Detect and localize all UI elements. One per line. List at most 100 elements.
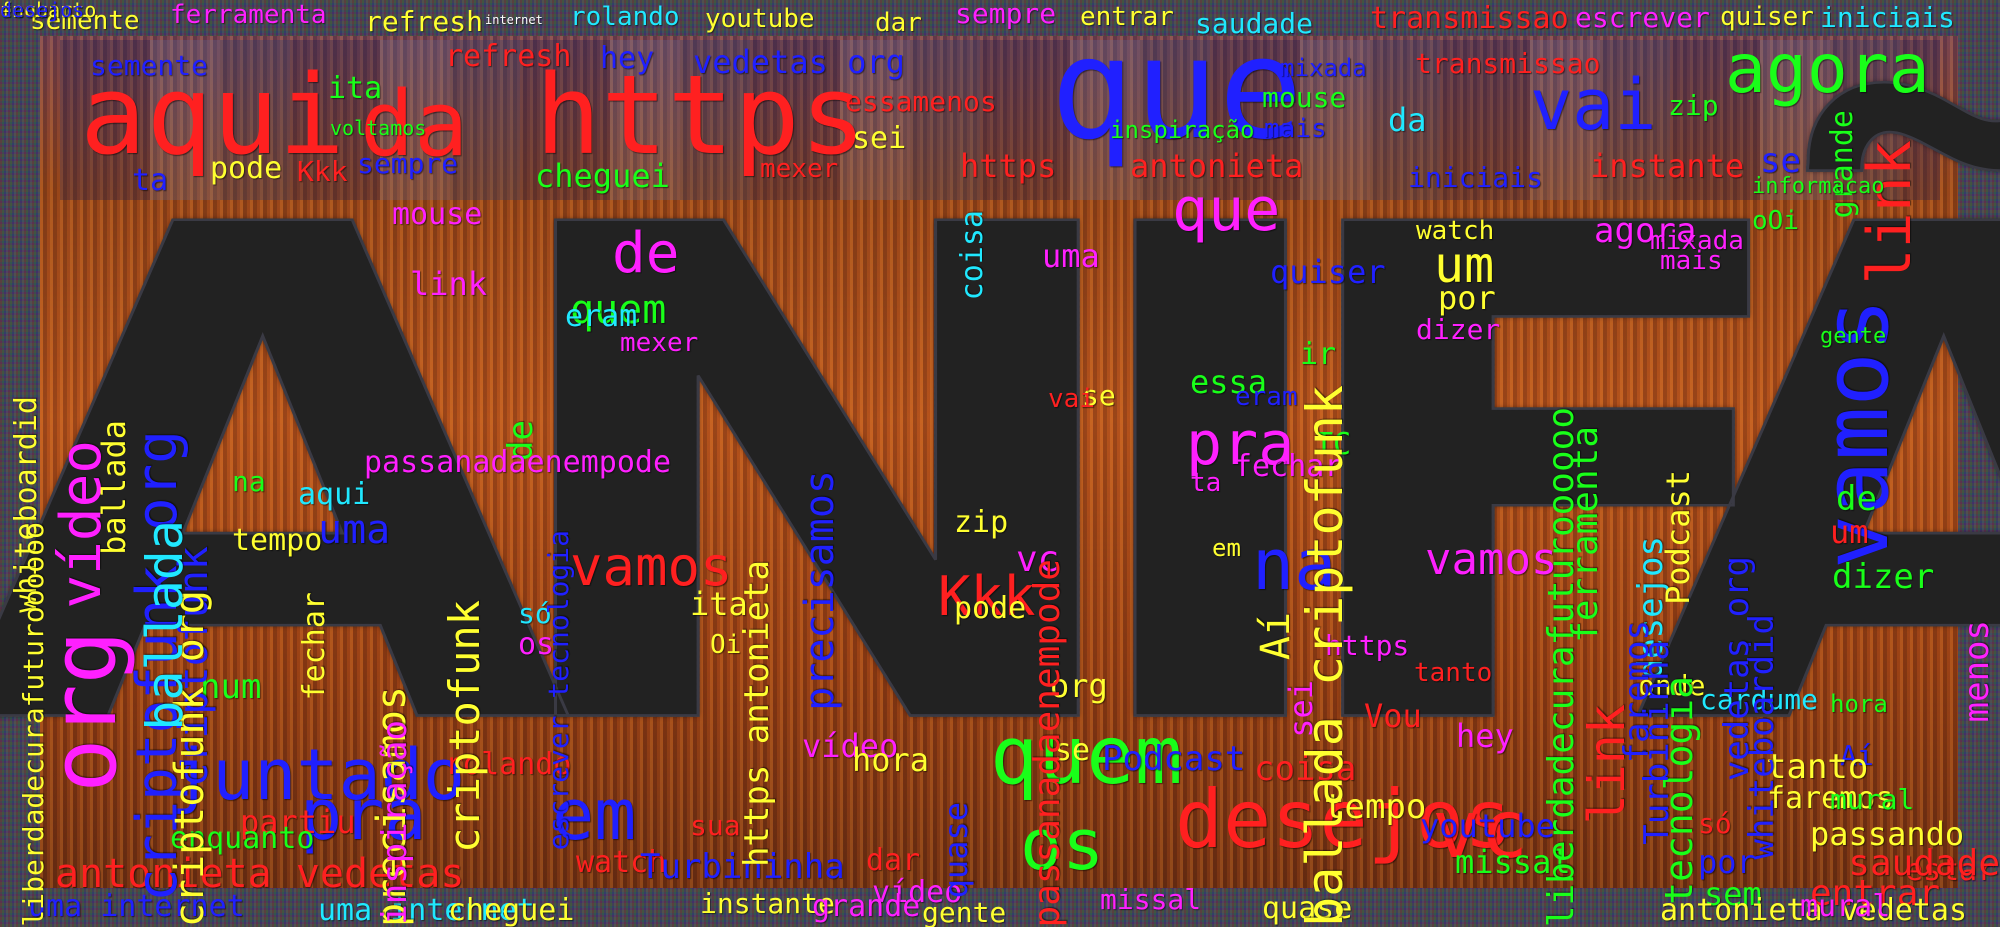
- cloud-word: mouse: [1262, 81, 1347, 114]
- cloud-word: se: [1760, 141, 1801, 181]
- cloud-word: na: [232, 465, 266, 498]
- background-photo-strip: [60, 40, 1940, 200]
- cloud-word: mais: [1264, 114, 1327, 144]
- cloud-word: https antonieta: [737, 560, 777, 868]
- cloud-word: sem: [1704, 875, 1762, 913]
- cloud-word: em: [552, 774, 637, 856]
- cloud-word: agora: [1594, 211, 1697, 251]
- cloud-word: link: [410, 265, 488, 303]
- cloud-word: gente: [1820, 324, 1887, 349]
- cloud-word: semente: [30, 6, 140, 36]
- cloud-word: entrar: [1810, 873, 1941, 914]
- cloud-word: inspiração: [1110, 116, 1255, 144]
- cloud-word: eram: [565, 299, 638, 334]
- cloud-word: quem: [570, 287, 667, 333]
- cloud-word: quem: [990, 709, 1183, 802]
- cloud-word: uma internet: [318, 893, 535, 927]
- cloud-word: fechar: [0, 0, 73, 22]
- cloud-word: vamos: [570, 535, 733, 598]
- cloud-word: missal: [1100, 883, 1202, 916]
- cloud-word: antonieta: [1130, 147, 1304, 185]
- cloud-word: um: [1830, 513, 1869, 551]
- cloud-word: só: [518, 597, 552, 630]
- cloud-word: ferramenta: [1565, 426, 1606, 643]
- cloud-word: refresh: [365, 5, 484, 38]
- cloud-word: por: [1698, 843, 1756, 881]
- cloud-word: mixada: [1280, 54, 1367, 82]
- cloud-word: juntado: [170, 734, 466, 816]
- cloud-word: rolando: [570, 2, 680, 32]
- cloud-word: um: [1434, 236, 1495, 294]
- cloud-word: Aí: [1840, 739, 1874, 772]
- big-background-word-text: MANIFÃO: [0, 139, 2000, 822]
- cloud-word: sempre: [357, 147, 459, 180]
- cloud-word: https: [535, 51, 867, 179]
- cloud-word: sua: [690, 809, 741, 842]
- cloud-word: rolando: [445, 747, 572, 782]
- cloud-word: iniciais: [1408, 161, 1543, 194]
- cloud-word: passanadaenempode: [1027, 558, 1068, 927]
- cloud-word: internet: [485, 13, 543, 27]
- cloud-word: mexer: [760, 154, 839, 184]
- cloud-word: desejos: [1175, 773, 1513, 866]
- cloud-word: grande: [1825, 110, 1860, 219]
- cloud-word: watch: [576, 845, 667, 880]
- cloud-word: estar: [1905, 853, 1996, 888]
- cloud-word: ir: [1300, 337, 1337, 372]
- cloud-word: dar: [866, 843, 921, 878]
- cloud-word: os: [518, 627, 555, 662]
- cloud-word: liberdadecurafuturoooooo: [17, 522, 50, 927]
- cloud-word: por: [1438, 279, 1496, 317]
- cloud-word: link: [1855, 140, 1925, 285]
- cloud-word: ta: [132, 163, 169, 198]
- cloud-word: Podcast: [1102, 739, 1246, 779]
- cloud-word: Kkk: [938, 565, 1036, 628]
- cloud-word: vc: [1016, 539, 1060, 580]
- cloud-word: agora: [1725, 30, 1930, 109]
- cloud-word: tanto: [1414, 658, 1493, 688]
- cloud-word: menos: [1957, 620, 1997, 723]
- cloud-word: enquanto: [170, 821, 315, 856]
- cloud-word: https: [1325, 629, 1410, 662]
- cloud-word: zip: [1668, 89, 1719, 122]
- cloud-word: vai: [1048, 384, 1095, 414]
- cloud-word: essamenos: [845, 85, 997, 118]
- cloud-word: dar: [875, 8, 922, 38]
- cloud-word: se: [1054, 733, 1091, 768]
- cloud-word: mixada: [1650, 226, 1744, 256]
- cloud-word: Vou: [1364, 697, 1422, 735]
- cloud-word: tempo: [1324, 787, 1427, 827]
- cloud-word: ita: [690, 585, 748, 623]
- cloud-word: partiu: [240, 803, 356, 841]
- cloud-word: onde: [1638, 669, 1706, 702]
- cloud-word: pra: [300, 774, 427, 856]
- cloud-word: quiser: [1720, 2, 1814, 32]
- background-photo: [40, 36, 1958, 888]
- cloud-word: tanto: [1766, 747, 1869, 787]
- cloud-word: que: [1050, 8, 1303, 171]
- cloud-word: youtube: [705, 4, 815, 34]
- cloud-word: missal: [1455, 843, 1571, 881]
- cloud-word: uma: [1042, 237, 1100, 275]
- cloud-word: watch: [1416, 216, 1495, 246]
- cloud-word: pode: [954, 591, 1027, 626]
- cloud-word: voltamos: [330, 116, 427, 140]
- cloud-word: escrever: [1575, 1, 1710, 34]
- cloud-word: quiser: [1270, 253, 1386, 291]
- cloud-word: informacao: [1752, 174, 1885, 199]
- cloud-word: saudade: [1848, 843, 2000, 884]
- cloud-word: mural: [1830, 783, 1915, 816]
- cloud-word: enquanto: [0, 0, 97, 22]
- cloud-word: fechar: [297, 592, 332, 701]
- cloud-word: inspiração: [375, 720, 415, 925]
- cloud-word: faremos: [1617, 620, 1657, 764]
- cloud-word: quase: [937, 802, 975, 899]
- cloud-word: pra: [1186, 409, 1295, 479]
- cloud-word: instante: [1590, 147, 1745, 185]
- cloud-word: semente: [90, 49, 209, 82]
- cloud-word: saudade: [1195, 7, 1314, 40]
- cloud-word: hora: [852, 741, 930, 779]
- cloud-word: Kkk: [297, 155, 348, 188]
- cloud-word: mouse: [392, 197, 483, 232]
